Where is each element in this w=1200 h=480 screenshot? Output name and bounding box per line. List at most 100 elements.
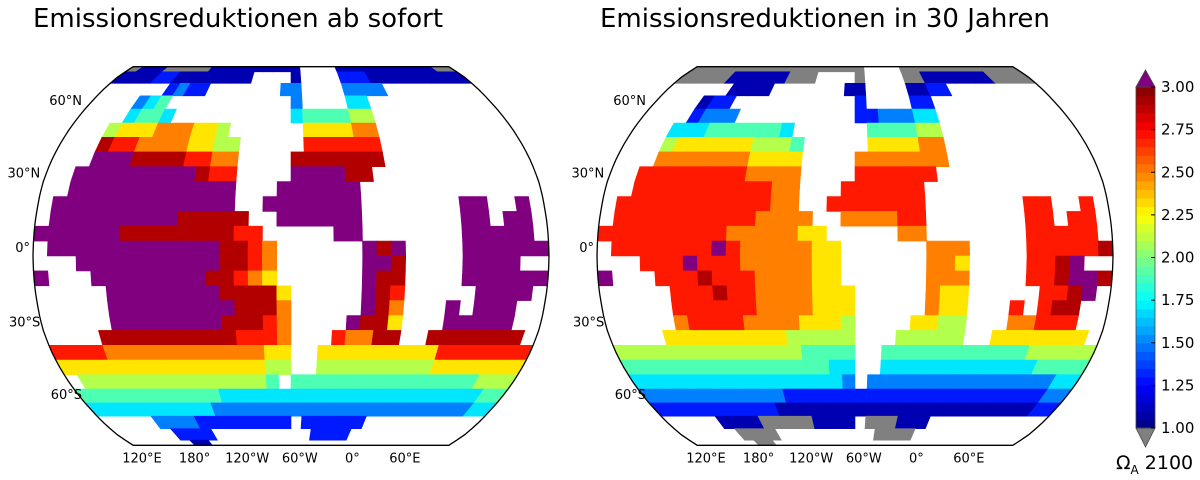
grid-cell bbox=[867, 137, 882, 153]
grid-cell bbox=[331, 181, 348, 197]
grid-cell bbox=[639, 240, 656, 257]
grid-cell bbox=[754, 211, 771, 227]
colorbar-segment bbox=[1136, 206, 1155, 216]
grid-cell bbox=[797, 270, 813, 287]
grid-cell bbox=[121, 196, 138, 212]
grid-cell bbox=[489, 270, 506, 287]
grid-cell bbox=[361, 285, 377, 301]
grid-cell bbox=[880, 151, 896, 167]
grid-cell bbox=[119, 270, 135, 287]
grid-cell bbox=[369, 151, 386, 167]
grid-cell bbox=[804, 71, 819, 84]
grid-cell bbox=[954, 270, 970, 287]
grid-cell bbox=[797, 211, 813, 227]
grid-cell bbox=[244, 402, 260, 417]
grid-cell bbox=[696, 240, 713, 257]
grid-cell bbox=[840, 196, 856, 212]
grid-cell bbox=[219, 285, 235, 301]
colorbar-segment bbox=[1136, 291, 1155, 301]
grid-cell bbox=[783, 225, 799, 242]
grid-cell bbox=[656, 196, 674, 212]
grid-cell bbox=[954, 240, 971, 257]
grid-cell bbox=[161, 225, 178, 242]
grid-cell bbox=[1026, 240, 1042, 257]
grid-cell bbox=[77, 211, 94, 227]
grid-cell bbox=[868, 166, 883, 182]
grid-cell bbox=[250, 344, 266, 361]
colorbar-segment bbox=[1136, 172, 1155, 182]
longitude-label: 180° bbox=[179, 451, 210, 466]
latitude-label: 30°S bbox=[9, 315, 40, 330]
grid-cell bbox=[787, 344, 804, 361]
grid-cell bbox=[150, 315, 168, 331]
grid-cell bbox=[360, 300, 377, 316]
grid-cell bbox=[135, 196, 152, 212]
colorbar: 1.00 1.25 1.50 1.75 2.00 2.25 2.50 2.75 3.00 bbox=[1135, 69, 1194, 448]
grid-cell bbox=[868, 211, 884, 227]
grid-cell bbox=[854, 402, 867, 417]
colorbar-segment bbox=[1136, 419, 1155, 429]
grid-cell bbox=[261, 255, 278, 272]
grid-cell bbox=[386, 315, 404, 331]
colorbar-under-extension bbox=[1135, 427, 1156, 448]
grid-cell bbox=[180, 330, 198, 346]
grid-cell bbox=[940, 240, 956, 257]
grid-cell bbox=[205, 211, 221, 227]
grid-cell bbox=[161, 255, 177, 272]
grid-cell bbox=[505, 240, 521, 257]
colorbar-tick-label: 2.50 bbox=[1161, 163, 1194, 181]
grid-cell bbox=[804, 374, 820, 390]
grid-cell bbox=[303, 137, 318, 153]
colorbar-segment bbox=[1136, 342, 1155, 352]
grid-cell bbox=[278, 388, 292, 404]
grid-cell bbox=[697, 270, 713, 287]
grid-cell bbox=[925, 270, 942, 287]
grid-cell bbox=[62, 211, 80, 227]
grid-cell bbox=[326, 122, 342, 138]
grid-cell bbox=[516, 211, 534, 227]
grid-cell bbox=[208, 330, 225, 346]
grid-cell bbox=[264, 359, 279, 376]
grid-cell bbox=[1040, 255, 1057, 272]
grid-cell bbox=[760, 151, 777, 167]
grid-cell bbox=[782, 240, 799, 257]
grid-cell bbox=[208, 166, 225, 182]
grid-cell bbox=[461, 225, 478, 242]
grid-cell bbox=[726, 285, 743, 301]
grid-cell bbox=[812, 300, 828, 316]
grid-cell bbox=[939, 285, 956, 301]
grid-cell bbox=[505, 255, 521, 272]
grid-cell bbox=[176, 270, 192, 287]
grid-cell bbox=[727, 300, 744, 316]
colorbar-segment bbox=[1136, 214, 1155, 225]
grid-cell bbox=[178, 181, 196, 197]
grid-cell bbox=[764, 428, 782, 441]
grid-cell bbox=[317, 166, 333, 182]
grid-cell bbox=[192, 315, 209, 331]
colorbar-segment bbox=[1136, 393, 1155, 404]
grid-cell bbox=[769, 285, 785, 301]
colorbar-segment bbox=[1136, 146, 1155, 156]
grid-cell bbox=[121, 300, 138, 316]
grid-cell bbox=[147, 255, 163, 272]
colorbar-tick-label: 2.75 bbox=[1161, 121, 1194, 139]
grid-cell bbox=[866, 122, 881, 138]
grid-cell bbox=[472, 196, 490, 212]
colorbar-segment bbox=[1136, 138, 1155, 148]
grid-cell bbox=[784, 196, 800, 212]
grid-cell bbox=[783, 285, 799, 301]
grid-cell bbox=[854, 181, 870, 197]
grid-cell bbox=[1024, 211, 1041, 227]
colorbar-tick-label: 1.25 bbox=[1161, 376, 1194, 394]
grid-cell bbox=[686, 315, 704, 331]
grid-cell bbox=[251, 359, 267, 376]
grid-cell bbox=[754, 240, 770, 257]
colorbar-segment bbox=[1136, 368, 1155, 378]
grid-cell bbox=[668, 225, 685, 242]
grid-cell bbox=[685, 300, 702, 316]
grid-cell bbox=[326, 374, 342, 390]
grid-cell bbox=[816, 374, 832, 390]
colorbar-tick-label: 2.00 bbox=[1161, 249, 1194, 267]
grid-cell bbox=[122, 181, 140, 197]
longitude-label: 180° bbox=[743, 451, 774, 466]
